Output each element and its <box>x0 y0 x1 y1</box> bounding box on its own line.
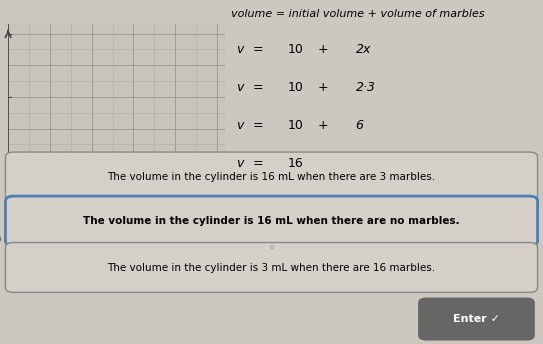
Text: The volume in the cylinder is 3 mL when there are 16 marbles.: The volume in the cylinder is 3 mL when … <box>108 262 435 273</box>
Text: v: v <box>236 43 244 56</box>
Text: 6: 6 <box>356 119 364 132</box>
Text: volume = initial volume + volume of marbles: volume = initial volume + volume of marb… <box>231 9 484 19</box>
Text: 0: 0 <box>0 235 1 245</box>
Text: 2x: 2x <box>356 43 371 56</box>
Text: +: + <box>318 119 329 132</box>
Text: v: v <box>236 157 244 170</box>
Text: 4: 4 <box>172 232 178 241</box>
Text: 2: 2 <box>89 232 95 241</box>
Text: 10: 10 <box>288 81 304 94</box>
Text: +: + <box>318 81 329 94</box>
Text: o: o <box>269 244 274 250</box>
Text: The volume in the cylinder is 16 mL when there are no marbles.: The volume in the cylinder is 16 mL when… <box>83 216 460 226</box>
Text: v: v <box>236 119 244 132</box>
Text: +: + <box>318 43 329 56</box>
Text: Number of marbles, x: Number of marbles, x <box>59 247 166 257</box>
Text: 10: 10 <box>288 119 304 132</box>
Text: =: = <box>252 43 263 56</box>
Text: 3: 3 <box>130 232 136 241</box>
Text: 16: 16 <box>288 157 304 170</box>
Text: x: x <box>225 220 231 230</box>
Text: 5: 5 <box>214 232 220 241</box>
Text: Enter ✓: Enter ✓ <box>453 314 500 324</box>
Text: 10: 10 <box>288 43 304 56</box>
Text: 1: 1 <box>47 232 53 241</box>
Text: The volume in the cylinder is 16 mL when there are 3 marbles.: The volume in the cylinder is 16 mL when… <box>108 172 435 182</box>
Text: =: = <box>252 157 263 170</box>
Text: =: = <box>252 119 263 132</box>
Text: 2·3: 2·3 <box>356 81 376 94</box>
Text: v: v <box>236 81 244 94</box>
Text: =: = <box>252 81 263 94</box>
